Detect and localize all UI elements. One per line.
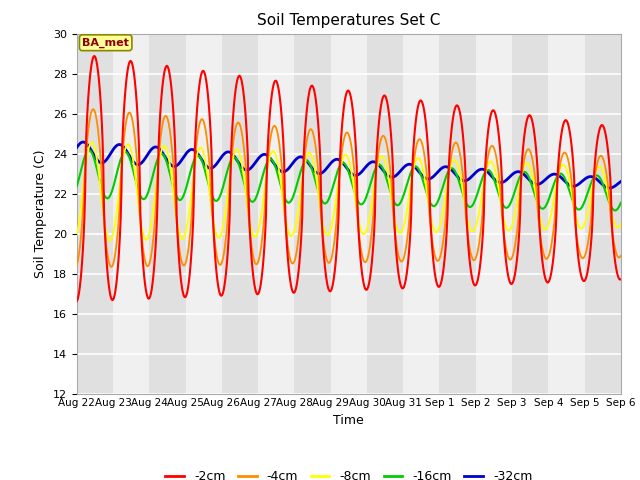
- Legend: -2cm, -4cm, -8cm, -16cm, -32cm: -2cm, -4cm, -8cm, -16cm, -32cm: [160, 465, 538, 480]
- Bar: [149, 34, 186, 394]
- Bar: [294, 34, 331, 394]
- Bar: [367, 34, 403, 394]
- X-axis label: Time: Time: [333, 414, 364, 427]
- Bar: [584, 34, 621, 394]
- Bar: [512, 34, 548, 394]
- Text: BA_met: BA_met: [82, 37, 129, 48]
- Y-axis label: Soil Temperature (C): Soil Temperature (C): [35, 149, 47, 278]
- Bar: [440, 34, 476, 394]
- Bar: [77, 34, 113, 394]
- Title: Soil Temperatures Set C: Soil Temperatures Set C: [257, 13, 440, 28]
- Bar: [222, 34, 258, 394]
